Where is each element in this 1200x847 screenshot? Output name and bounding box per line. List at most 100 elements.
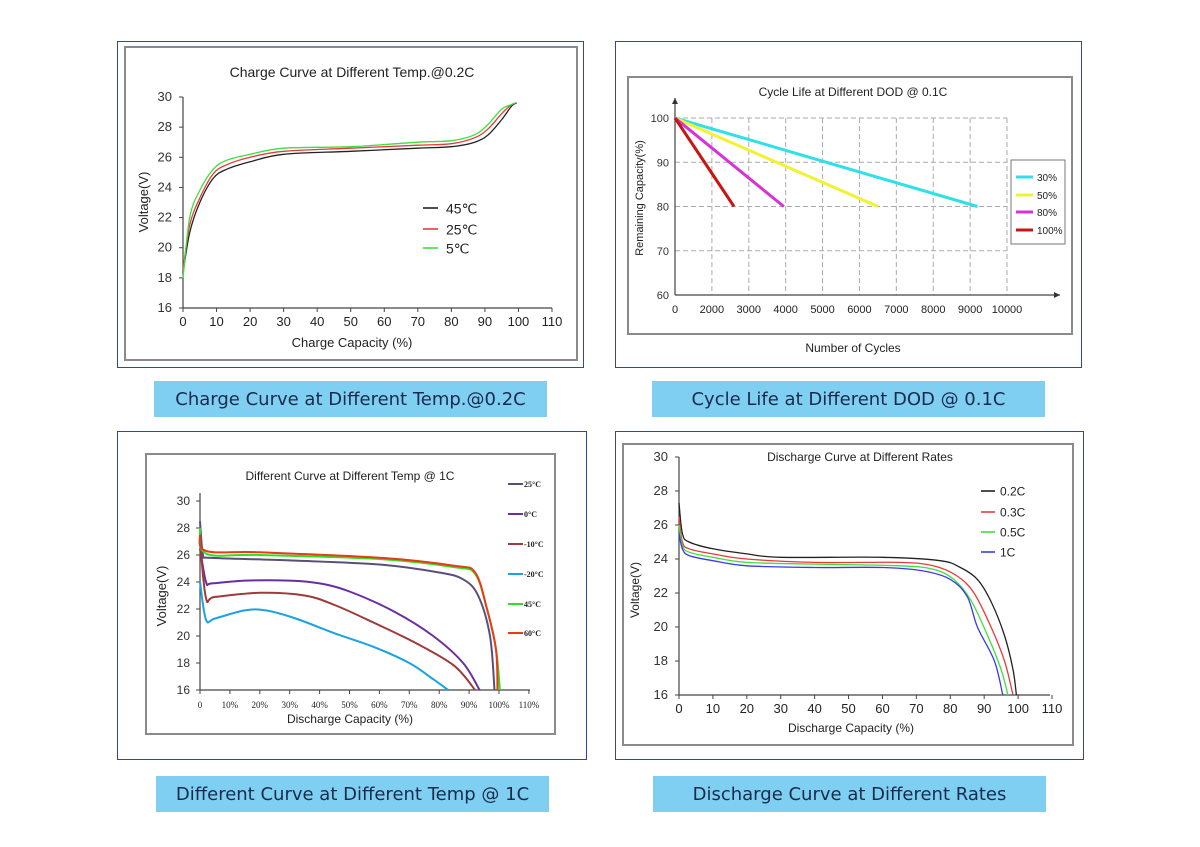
y-tick-label: 24 (158, 179, 172, 194)
chart-2 (196, 483, 530, 694)
x-tick-label: 2000 (700, 304, 724, 316)
y-axis-label: Voltage(V) (628, 562, 642, 618)
series-line-45 (182, 102, 518, 274)
x-tick-label: 10000 (992, 304, 1023, 316)
x-tick-label: 50 (841, 701, 855, 716)
legend-label: 0.5C (1000, 526, 1026, 540)
legend-label: 30% (1037, 173, 1057, 184)
y-tick-label: 20 (177, 629, 191, 643)
x-tick-label: 0 (672, 304, 678, 316)
x-tick-label: 9000 (958, 304, 982, 316)
series-line-0C (199, 548, 481, 691)
legend-label: 1C (1000, 546, 1016, 560)
series-line-50 (674, 116, 879, 208)
x-axis-label: Charge Capacity (%) (292, 335, 413, 350)
y-tick-label: 26 (177, 548, 191, 562)
x-tick-label: 80% (431, 700, 448, 710)
series-line-5 (182, 102, 516, 278)
x-tick-label: 0 (675, 701, 682, 716)
series-line-100 (673, 117, 736, 208)
x-tick-label: 10% (222, 700, 239, 710)
legend (423, 207, 438, 249)
x-axis-label: Discharge Capacity (%) (287, 712, 413, 726)
y-tick-label: 26 (654, 517, 668, 532)
y-tick-label: 16 (654, 687, 668, 702)
x-tick-label: 100% (489, 700, 511, 710)
y-tick-label: 60 (657, 290, 669, 302)
x-tick-label: 10 (209, 314, 223, 329)
y-axis-label: Remaining Capacity(%) (634, 140, 646, 256)
y-tick-label: 20 (158, 240, 172, 255)
y-tick-label: 24 (177, 575, 191, 589)
caption-cycle-life: Cycle Life at Different DOD @ 0.1C (652, 381, 1045, 417)
x-tick-label: 7000 (884, 304, 908, 316)
x-tick-label: 110% (519, 700, 540, 710)
x-tick-label: 90 (478, 314, 492, 329)
x-tick-label: 30 (276, 314, 290, 329)
panel-charge-curve (117, 41, 584, 368)
series-line-1C (678, 533, 1004, 696)
x-tick-label: 3000 (737, 304, 761, 316)
chart-1 (672, 98, 1066, 298)
legend-label: 100% (1037, 226, 1063, 237)
legend-label: 0°C (524, 510, 537, 519)
panel-temp-discharge (117, 431, 587, 760)
legend (1010, 159, 1066, 245)
y-tick-label: 100 (651, 113, 669, 125)
x-tick-label: 70 (909, 701, 923, 716)
y-tick-label: 16 (177, 683, 191, 697)
legend (508, 483, 523, 634)
y-tick-label: 20 (654, 619, 668, 634)
legend-label: 80% (1037, 208, 1057, 219)
y-tick-label: 18 (177, 656, 191, 670)
chart-frame (124, 46, 578, 361)
x-tick-label: 50 (343, 314, 357, 329)
series-line-25C (199, 521, 496, 691)
x-tick-label: 30 (773, 701, 787, 716)
x-tick-label: 110 (542, 314, 563, 329)
x-tick-label: 50% (341, 700, 358, 710)
x-tick-label: 4000 (773, 304, 797, 316)
x-tick-label: 8000 (921, 304, 945, 316)
y-tick-label: 24 (654, 551, 668, 566)
y-tick-label: 30 (654, 449, 668, 464)
x-tick-label: 90% (461, 700, 478, 710)
series-line-20C (199, 581, 449, 691)
series-line-10C (199, 541, 476, 691)
chart-frame (622, 443, 1074, 746)
x-tick-label: 0 (198, 700, 203, 710)
x-tick-label: 70 (411, 314, 425, 329)
x-tick-label: 80 (943, 701, 957, 716)
x-tick-label: 0 (179, 314, 186, 329)
y-tick-label: 80 (657, 202, 669, 214)
legend-label: 45℃ (446, 200, 477, 216)
series-line-60C (198, 534, 499, 691)
x-tick-label: 110 (1042, 701, 1063, 716)
chart-title: Discharge Curve at Different Rates (767, 450, 953, 464)
x-tick-label: 20% (252, 700, 269, 710)
x-axis-label: Discharge Capacity (%) (788, 721, 914, 735)
chart-frame (627, 76, 1073, 335)
series-line-05C (678, 524, 1009, 696)
panel-rate-discharge (615, 431, 1084, 760)
x-tick-label: 20 (243, 314, 257, 329)
y-tick-label: 30 (177, 494, 191, 508)
x-tick-label: 60 (875, 701, 889, 716)
x-tick-label: 60 (377, 314, 391, 329)
y-tick-label: 26 (158, 149, 172, 164)
legend-label: 25°C (524, 480, 541, 489)
series-line-02C (678, 502, 1018, 696)
y-tick-label: 22 (158, 210, 172, 225)
x-tick-label: 6000 (847, 304, 871, 316)
x-tick-label: 5000 (810, 304, 834, 316)
legend-label: -20°C (524, 570, 544, 579)
caption-rate-discharge: Discharge Curve at Different Rates (653, 776, 1046, 812)
panel-cycle-life (615, 41, 1082, 368)
x-tick-label: 100 (1007, 701, 1029, 716)
x-tick-label: 40% (311, 700, 328, 710)
legend-label: 60°C (524, 629, 541, 638)
chart-title: Charge Curve at Different Temp.@0.2C (230, 64, 475, 80)
caption-temp-discharge: Different Curve at Different Temp @ 1C (156, 776, 549, 812)
series-line-25 (182, 102, 517, 271)
